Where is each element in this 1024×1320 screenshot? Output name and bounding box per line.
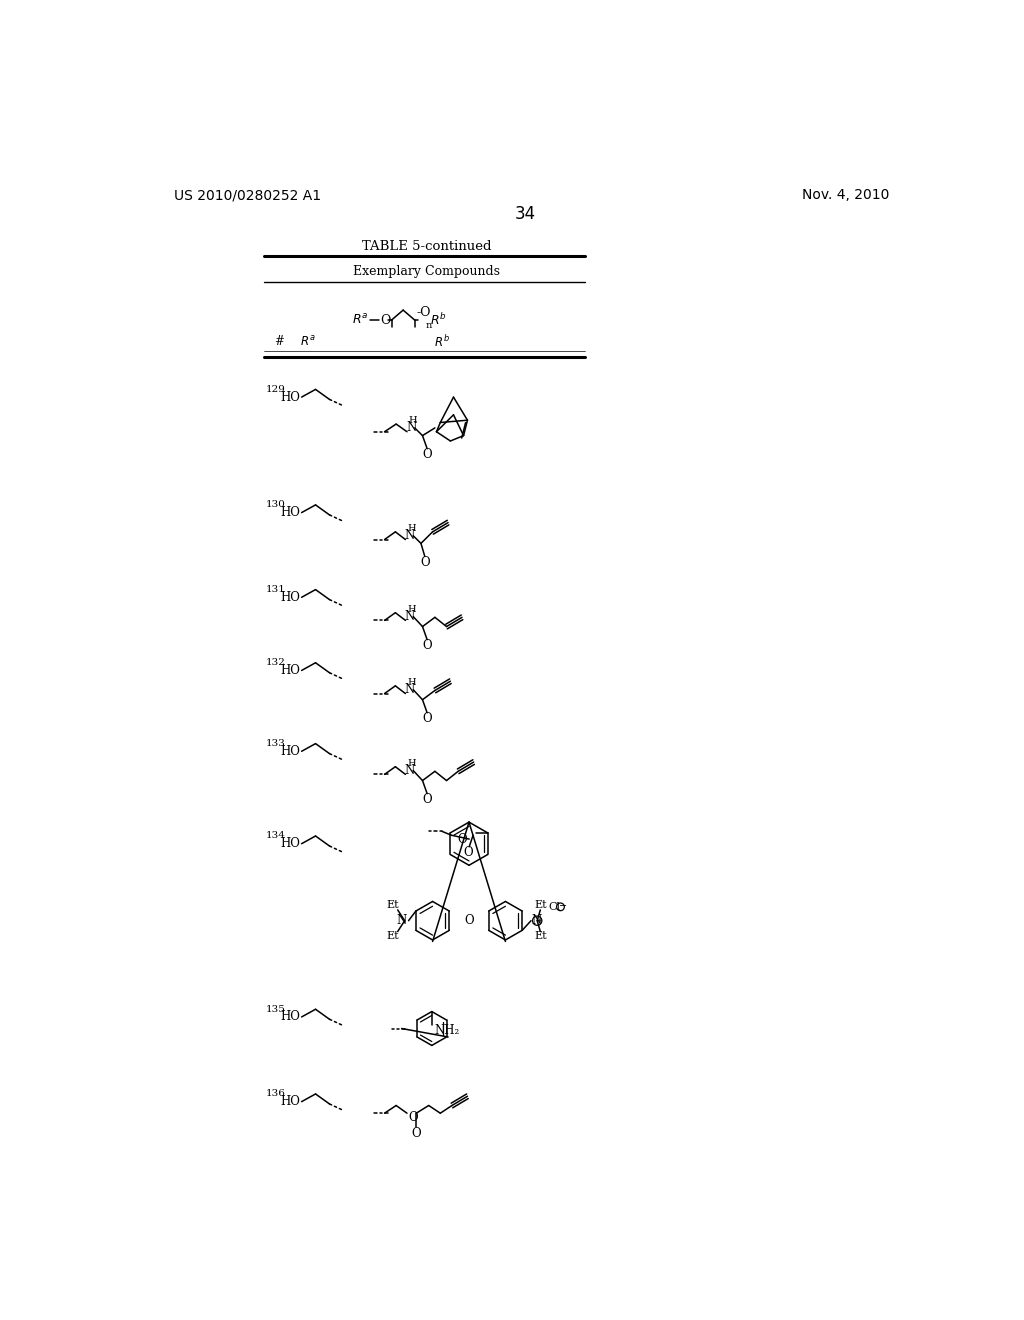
Text: O: O	[463, 846, 473, 859]
Text: Et: Et	[387, 900, 399, 911]
Text: US 2010/0280252 A1: US 2010/0280252 A1	[174, 189, 322, 202]
Text: H: H	[407, 524, 416, 533]
Text: H: H	[407, 759, 416, 768]
Text: N: N	[531, 915, 542, 927]
Text: O: O	[380, 314, 390, 326]
Text: HO: HO	[281, 837, 300, 850]
Text: H: H	[409, 417, 417, 425]
Text: 34: 34	[514, 205, 536, 223]
Text: HO: HO	[281, 664, 300, 677]
Text: H: H	[407, 678, 416, 688]
Text: 136: 136	[266, 1089, 286, 1098]
Text: Exemplary Compounds: Exemplary Compounds	[353, 265, 500, 279]
Text: O: O	[458, 833, 467, 846]
Text: 133: 133	[266, 739, 286, 748]
Text: $R^{b}$: $R^{b}$	[434, 334, 450, 350]
Text: HO: HO	[281, 391, 300, 404]
Text: N: N	[404, 529, 415, 543]
Text: TABLE 5-continued: TABLE 5-continued	[361, 240, 492, 253]
Text: −: −	[559, 903, 567, 911]
Text: HO: HO	[281, 1096, 300, 1109]
Text: H: H	[407, 605, 416, 614]
Text: N: N	[404, 610, 415, 623]
Text: HO: HO	[281, 591, 300, 603]
Text: Et: Et	[387, 931, 399, 941]
Text: n: n	[426, 321, 432, 330]
Text: +: +	[535, 916, 542, 925]
Text: O: O	[423, 449, 432, 462]
Text: O: O	[423, 793, 432, 807]
Text: Et: Et	[535, 900, 548, 911]
Text: O: O	[423, 713, 432, 726]
Text: HO: HO	[281, 1010, 300, 1023]
Text: 130: 130	[266, 500, 286, 510]
Text: $R^{b}$: $R^{b}$	[430, 312, 446, 329]
Text: O: O	[420, 556, 430, 569]
Text: $R^{a}$: $R^{a}$	[352, 313, 369, 327]
Text: HO: HO	[281, 506, 300, 519]
Text: HO: HO	[281, 744, 300, 758]
Text: 129: 129	[266, 385, 286, 393]
Text: 134: 134	[266, 832, 286, 841]
Text: 131: 131	[266, 585, 286, 594]
Text: O: O	[411, 1127, 421, 1139]
Text: N: N	[404, 764, 415, 777]
Text: O: O	[464, 915, 474, 927]
Text: N: N	[407, 421, 417, 434]
Text: O: O	[423, 639, 432, 652]
Text: O: O	[409, 1110, 418, 1123]
Text: NH₂: NH₂	[434, 1024, 460, 1038]
Text: N: N	[404, 684, 415, 696]
Text: $R^{a}$: $R^{a}$	[300, 335, 315, 348]
Text: -O: -O	[417, 306, 431, 319]
Text: Nov. 4, 2010: Nov. 4, 2010	[802, 189, 890, 202]
Text: #: #	[273, 335, 284, 348]
Text: Et: Et	[535, 931, 548, 941]
Text: N: N	[396, 915, 407, 927]
Text: Cl: Cl	[548, 902, 560, 912]
Text: 132: 132	[266, 659, 286, 667]
Text: 135: 135	[266, 1005, 286, 1014]
